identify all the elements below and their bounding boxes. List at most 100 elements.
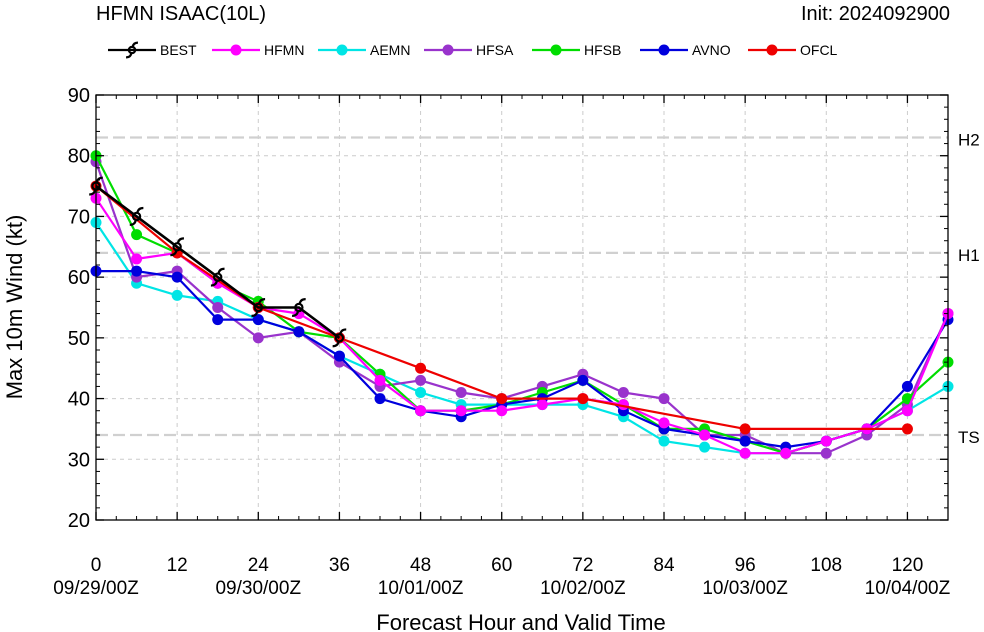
data-point xyxy=(780,447,792,459)
symbol-arm xyxy=(131,41,139,48)
data-point xyxy=(415,374,427,386)
symbol-ring xyxy=(213,272,223,282)
legend-marker xyxy=(230,44,242,56)
init-time-label: Init: 2024092900 xyxy=(801,3,950,25)
x-tick-label: 60 xyxy=(491,555,512,576)
legend-label: OFCL xyxy=(800,42,838,58)
data-point xyxy=(131,229,143,241)
legend-marker xyxy=(442,44,454,56)
data-point xyxy=(252,314,264,326)
series-layer xyxy=(89,150,954,459)
data-point xyxy=(252,332,264,344)
data-point xyxy=(577,374,589,386)
x-tick-label: 72 xyxy=(572,555,593,576)
data-point xyxy=(739,435,751,447)
data-point xyxy=(129,206,144,226)
legend-entry-hfsa: HFSA xyxy=(424,42,514,58)
x-tick-label: 36 xyxy=(329,555,350,576)
data-point xyxy=(131,265,143,277)
data-point xyxy=(455,405,467,417)
legend-marker xyxy=(550,44,562,56)
data-point xyxy=(617,387,629,398)
legend-marker xyxy=(766,44,778,56)
symbol-arm xyxy=(125,52,133,59)
legend-entry-hfmn: HFMN xyxy=(212,42,304,58)
symbol-arm xyxy=(136,206,144,214)
symbol-ring xyxy=(172,242,182,252)
data-point xyxy=(577,393,589,405)
valid-time-label: 10/03/00Z xyxy=(702,578,788,599)
data-point xyxy=(739,447,751,459)
data-point xyxy=(699,441,711,453)
data-point xyxy=(415,405,427,417)
y-tick-label: 90 xyxy=(68,85,90,107)
x-tick-label: 108 xyxy=(810,555,842,576)
symbol-ring xyxy=(253,302,263,313)
data-point xyxy=(415,362,427,374)
data-point xyxy=(212,302,224,313)
data-point xyxy=(171,289,183,301)
axes: 20 30 40 50 60 70 80 90 0 12 24 36 48 60 72 84 96 108 120 0… xyxy=(53,85,950,599)
y-tick-label: 40 xyxy=(68,389,90,411)
legend-label: HFSA xyxy=(476,42,514,58)
valid-time-label: 09/29/00Z xyxy=(53,578,139,599)
symbol-ring xyxy=(294,302,304,313)
threshold-label: H2 xyxy=(958,131,980,150)
series-best xyxy=(89,176,347,348)
symbol-ring xyxy=(334,333,345,343)
data-point xyxy=(332,328,347,348)
data-point xyxy=(739,423,751,435)
symbol-arm xyxy=(170,250,178,257)
data-point xyxy=(293,326,305,338)
y-tick-label: 60 xyxy=(68,267,90,289)
legend: BEST HFMN AEMN HFSA HFSB AVNO OFCL xyxy=(108,41,838,59)
data-point xyxy=(251,298,266,317)
legend-marker xyxy=(125,41,139,59)
data-point xyxy=(658,393,670,405)
chart-title: HFMN ISAAC(10L) xyxy=(96,3,266,25)
y-tick-label: 50 xyxy=(68,328,90,350)
data-point xyxy=(820,447,832,459)
legend-label: HFSB xyxy=(584,42,621,58)
legend-entry-best: BEST xyxy=(108,41,197,59)
x-tick-label: 12 xyxy=(167,555,188,576)
symbol-arm xyxy=(339,328,347,335)
legend-marker xyxy=(336,44,348,56)
legend-entry-ofcl: OFCL xyxy=(748,42,838,58)
y-tick-label: 20 xyxy=(68,510,90,532)
y-axis-title: Max 10m Wind (kt) xyxy=(2,215,27,400)
data-point xyxy=(131,253,143,265)
data-point xyxy=(415,387,427,398)
symbol-arm xyxy=(298,298,306,305)
valid-time-label: 10/01/00Z xyxy=(378,578,464,599)
x-tick-label: 24 xyxy=(248,555,270,576)
series-line xyxy=(94,161,950,455)
threshold-label: H1 xyxy=(958,246,980,265)
symbol-arm xyxy=(251,310,259,317)
data-point xyxy=(901,380,913,392)
y-tick-label: 30 xyxy=(68,449,90,471)
data-point xyxy=(820,435,832,447)
y-tick-label: 80 xyxy=(68,146,90,168)
symbol-arm xyxy=(89,189,97,196)
x-tick-label: 0 xyxy=(91,555,102,576)
data-point xyxy=(901,423,913,435)
data-point xyxy=(333,350,345,362)
data-point xyxy=(210,267,225,287)
series-line xyxy=(95,185,341,339)
data-point xyxy=(658,435,670,447)
symbol-ring xyxy=(127,45,137,55)
symbol-ring xyxy=(131,211,142,222)
legend-label: HFMN xyxy=(264,42,304,58)
legend-label: BEST xyxy=(160,42,197,58)
legend-entry-hfsb: HFSB xyxy=(532,42,621,58)
symbol-arm xyxy=(258,298,266,305)
x-tick-label: 48 xyxy=(410,555,431,576)
x-tick-label: 84 xyxy=(653,555,675,576)
series-line xyxy=(96,270,949,449)
symbol-arm xyxy=(332,341,340,348)
data-point xyxy=(699,429,711,441)
legend-label: AVNO xyxy=(692,42,731,58)
